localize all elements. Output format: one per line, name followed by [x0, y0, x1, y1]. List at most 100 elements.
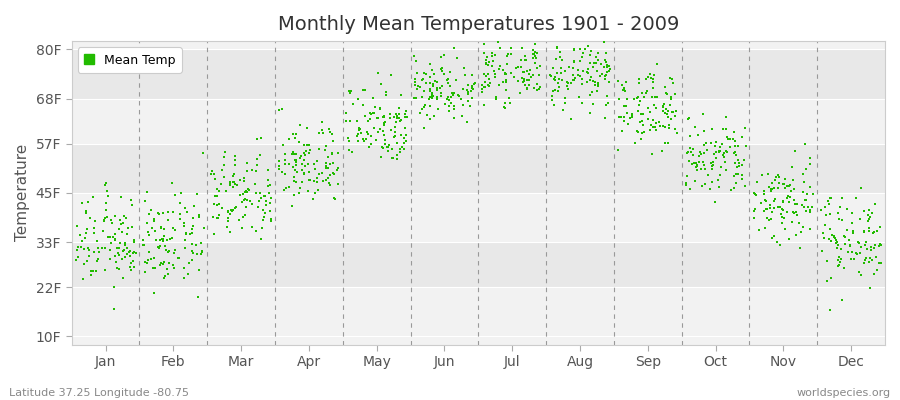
Point: [253, 190, 267, 196]
Point: [311, 146, 326, 152]
Point: [155, 236, 169, 243]
Point: [519, 77, 534, 83]
Point: [121, 251, 135, 257]
Point: [423, 60, 437, 67]
Point: [227, 179, 241, 185]
Point: [224, 207, 238, 214]
Point: [167, 247, 182, 254]
Point: [203, 170, 218, 177]
Point: [286, 191, 301, 198]
Point: [424, 95, 438, 101]
Point: [429, 85, 444, 92]
Point: [183, 231, 197, 237]
Point: [854, 185, 868, 191]
Point: [558, 100, 572, 106]
Point: [158, 272, 173, 279]
Point: [296, 170, 310, 177]
Point: [407, 95, 421, 102]
Point: [388, 133, 402, 140]
Point: [661, 114, 675, 121]
Point: [830, 245, 844, 251]
Point: [90, 255, 104, 262]
Point: [633, 98, 647, 104]
Point: [625, 114, 639, 120]
Point: [305, 196, 320, 202]
Point: [823, 195, 837, 201]
Point: [434, 66, 448, 72]
Text: Latitude 37.25 Longitude -80.75: Latitude 37.25 Longitude -80.75: [9, 388, 189, 398]
Point: [567, 47, 581, 53]
Point: [578, 46, 592, 52]
Point: [98, 206, 112, 213]
Point: [418, 71, 433, 77]
Point: [287, 157, 302, 163]
Point: [477, 102, 491, 108]
Point: [173, 211, 187, 218]
Point: [136, 242, 150, 248]
Point: [222, 180, 237, 187]
Point: [110, 245, 124, 252]
Point: [154, 224, 168, 230]
Point: [215, 167, 230, 174]
Point: [680, 172, 694, 179]
Point: [383, 72, 398, 79]
Point: [422, 80, 436, 86]
Point: [464, 72, 479, 78]
Point: [488, 74, 502, 80]
Point: [864, 247, 878, 253]
Point: [799, 166, 814, 172]
Point: [689, 161, 704, 168]
Point: [141, 228, 156, 235]
Point: [644, 126, 658, 133]
Point: [319, 160, 333, 166]
Point: [726, 136, 741, 142]
Point: [425, 93, 439, 99]
Point: [326, 160, 340, 166]
Point: [582, 59, 597, 66]
Point: [644, 94, 659, 100]
Point: [449, 76, 464, 83]
Point: [307, 178, 321, 184]
Point: [395, 144, 410, 150]
Point: [436, 52, 451, 58]
Point: [435, 82, 449, 89]
Point: [465, 86, 480, 92]
Point: [514, 64, 528, 70]
Point: [498, 70, 512, 77]
Point: [734, 162, 749, 169]
Point: [427, 71, 441, 78]
Point: [709, 149, 724, 155]
Point: [772, 179, 787, 186]
Point: [328, 195, 342, 202]
Point: [341, 135, 356, 141]
Point: [646, 117, 661, 124]
Point: [237, 175, 251, 181]
Point: [865, 256, 879, 263]
Point: [223, 182, 238, 188]
Point: [552, 84, 566, 90]
Point: [180, 209, 194, 216]
Point: [192, 267, 206, 273]
Point: [730, 164, 744, 170]
Point: [773, 211, 788, 217]
Point: [704, 140, 718, 146]
Point: [225, 173, 239, 179]
Point: [98, 180, 112, 186]
Point: [229, 153, 243, 159]
Point: [177, 275, 192, 282]
Point: [151, 211, 166, 217]
Point: [389, 119, 403, 125]
Point: [376, 128, 391, 134]
Point: [729, 180, 743, 186]
Point: [647, 102, 662, 108]
Point: [82, 247, 96, 254]
Point: [148, 218, 162, 224]
Point: [665, 108, 680, 115]
Point: [145, 224, 159, 231]
Point: [866, 230, 880, 236]
Point: [597, 39, 611, 46]
Point: [590, 88, 604, 94]
Point: [373, 105, 387, 112]
Point: [502, 94, 517, 101]
Point: [261, 190, 275, 196]
